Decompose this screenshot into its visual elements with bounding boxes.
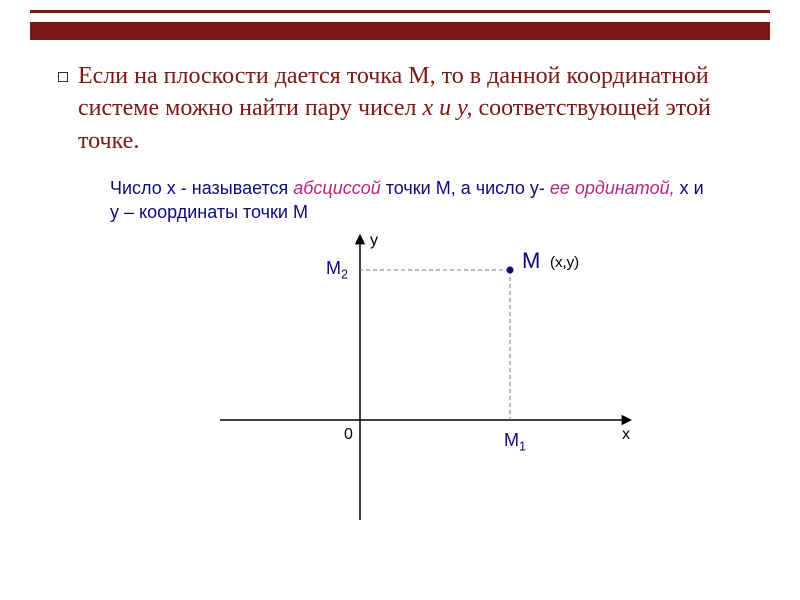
- label-point-M: M: [522, 248, 540, 274]
- decor-stripe-thin: [30, 10, 770, 13]
- title-xy: x и y,: [422, 95, 472, 121]
- sub-t1: Число x - называется: [110, 178, 293, 198]
- label-M1-base: M: [504, 430, 519, 450]
- title-text: Если на плоскости дается точка М, то в д…: [78, 60, 718, 157]
- decor-stripe-thick: [30, 22, 770, 40]
- term-ordinate: ее ординатой,: [550, 178, 675, 198]
- title-part-a: Если на плоскости дается точка: [78, 63, 408, 89]
- label-M1-sub: 1: [519, 440, 526, 454]
- label-M2-base: M: [326, 258, 341, 278]
- sub-t2: точки М, а число y-: [381, 178, 550, 198]
- label-M1: M1: [504, 430, 526, 454]
- subtitle-text: Число x - называется абсциссой точки М, …: [110, 176, 710, 225]
- label-M2: M2: [326, 258, 348, 282]
- coordinate-diagram: [210, 230, 640, 530]
- label-origin: 0: [344, 426, 353, 444]
- slide: Если на плоскости дается точка М, то в д…: [0, 0, 800, 600]
- label-coords: (x,y): [550, 254, 579, 271]
- label-x-axis: x: [622, 426, 630, 444]
- label-M2-sub: 2: [341, 268, 348, 282]
- title-part-M: М,: [408, 63, 435, 89]
- bullet-icon: [58, 72, 68, 82]
- term-abscissa: абсциссой: [293, 178, 380, 198]
- label-y-axis: y: [370, 232, 378, 250]
- point-M: [507, 267, 514, 274]
